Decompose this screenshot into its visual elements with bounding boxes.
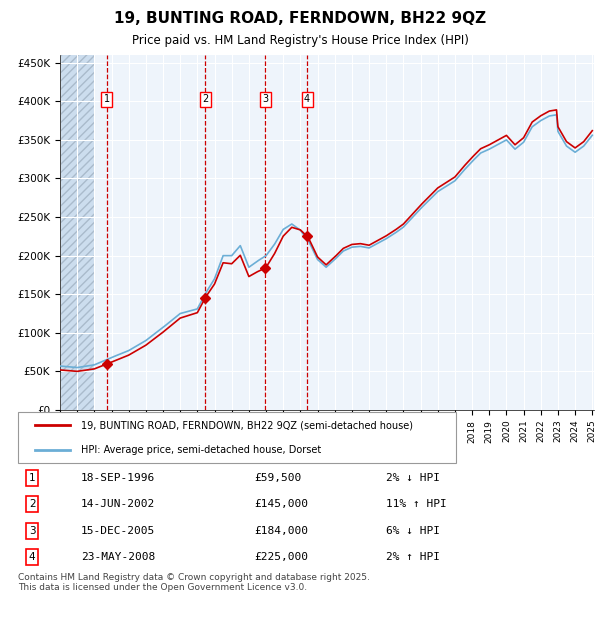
Text: 15-DEC-2005: 15-DEC-2005 bbox=[81, 526, 155, 536]
Text: Contains HM Land Registry data © Crown copyright and database right 2025.
This d: Contains HM Land Registry data © Crown c… bbox=[18, 572, 370, 592]
Text: 14-JUN-2002: 14-JUN-2002 bbox=[81, 499, 155, 510]
Text: 23-MAY-2008: 23-MAY-2008 bbox=[81, 552, 155, 562]
Text: 19, BUNTING ROAD, FERNDOWN, BH22 9QZ: 19, BUNTING ROAD, FERNDOWN, BH22 9QZ bbox=[114, 11, 486, 26]
Text: £145,000: £145,000 bbox=[254, 499, 308, 510]
Text: 4: 4 bbox=[29, 552, 35, 562]
Text: 2: 2 bbox=[202, 94, 208, 104]
Text: 2% ↓ HPI: 2% ↓ HPI bbox=[386, 473, 440, 483]
Text: £225,000: £225,000 bbox=[254, 552, 308, 562]
FancyBboxPatch shape bbox=[18, 412, 455, 463]
Text: 3: 3 bbox=[262, 94, 268, 104]
Text: 4: 4 bbox=[304, 94, 310, 104]
Text: 18-SEP-1996: 18-SEP-1996 bbox=[81, 473, 155, 483]
Text: 1: 1 bbox=[29, 473, 35, 483]
Bar bbox=[60, 55, 94, 410]
Text: 1: 1 bbox=[104, 94, 110, 104]
Text: 11% ↑ HPI: 11% ↑ HPI bbox=[386, 499, 447, 510]
Text: Price paid vs. HM Land Registry's House Price Index (HPI): Price paid vs. HM Land Registry's House … bbox=[131, 33, 469, 46]
Text: 2: 2 bbox=[29, 499, 35, 510]
Text: 19, BUNTING ROAD, FERNDOWN, BH22 9QZ (semi-detached house): 19, BUNTING ROAD, FERNDOWN, BH22 9QZ (se… bbox=[81, 420, 413, 430]
Text: 2% ↑ HPI: 2% ↑ HPI bbox=[386, 552, 440, 562]
Text: £59,500: £59,500 bbox=[254, 473, 301, 483]
Text: 6% ↓ HPI: 6% ↓ HPI bbox=[386, 526, 440, 536]
Text: HPI: Average price, semi-detached house, Dorset: HPI: Average price, semi-detached house,… bbox=[81, 445, 322, 454]
Text: £184,000: £184,000 bbox=[254, 526, 308, 536]
Text: 3: 3 bbox=[29, 526, 35, 536]
